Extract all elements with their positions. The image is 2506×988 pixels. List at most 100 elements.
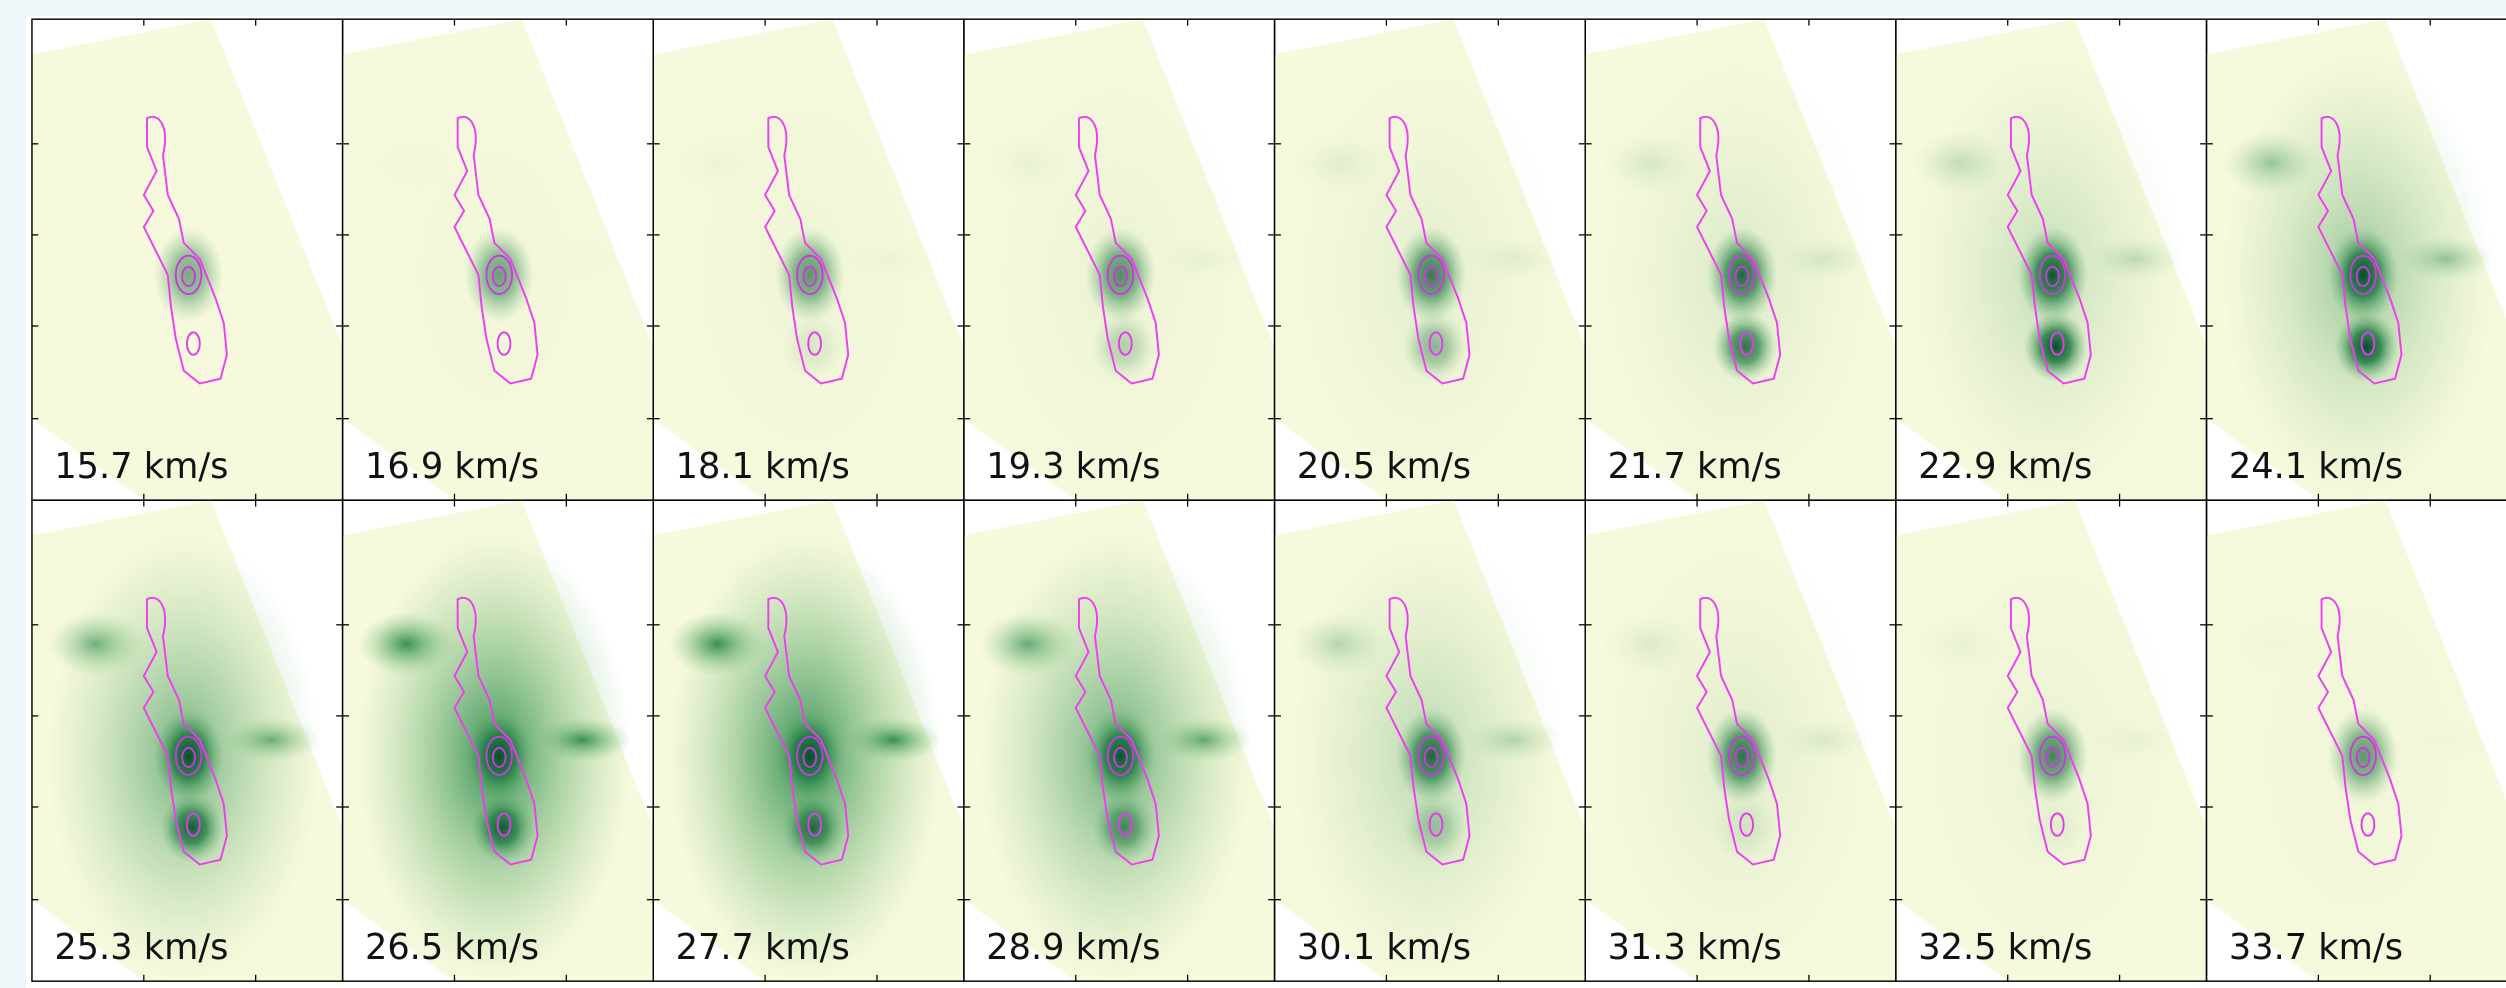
extended-emission <box>2087 717 2184 763</box>
velocity-label: 21.7 km/s <box>1608 446 1782 487</box>
panel-image <box>1274 500 1586 982</box>
contour-outer <box>2317 596 2403 866</box>
emission-south <box>1713 792 1777 863</box>
extended-emission <box>1155 236 1252 282</box>
emission-south <box>1091 311 1156 382</box>
velocity-label: 25.3 km/s <box>54 927 228 968</box>
contour-outer <box>1385 115 1471 385</box>
panel-image <box>653 500 964 982</box>
velocity-label: 16.9 km/s <box>365 446 539 487</box>
velocity-label: 26.5 km/s <box>365 927 539 968</box>
velocity-label: 20.5 km/s <box>1297 446 1471 487</box>
contour-inner <box>2038 735 2067 776</box>
contour-inner <box>2049 812 2065 837</box>
contour-inner <box>1728 735 1756 776</box>
contour-outer <box>142 596 228 866</box>
channel-panel: 25.3 km/s <box>31 499 344 982</box>
emission-core <box>2327 226 2399 323</box>
channel-panel: 24.1 km/s <box>2205 18 2506 501</box>
velocity-label: 18.1 km/s <box>676 446 850 487</box>
velocity-label: 30.1 km/s <box>1297 927 1471 968</box>
panel-image <box>342 500 654 982</box>
panel-image <box>2206 19 2506 501</box>
contour-inner <box>1428 331 1444 356</box>
extended-emission <box>359 131 455 195</box>
contour-inner <box>1113 265 1128 288</box>
panel-image <box>963 500 1275 982</box>
panel-image <box>1585 19 1896 501</box>
channel-panel: 26.5 km/s <box>341 499 654 982</box>
velocity-label: 31.3 km/s <box>1608 927 1782 968</box>
contour-inner <box>1728 254 1756 295</box>
channel-panel: 27.7 km/s <box>652 499 965 982</box>
emission-south <box>2023 792 2088 863</box>
panel-image <box>1274 19 1586 501</box>
contour-inner <box>491 746 507 768</box>
contour-inner <box>2349 735 2377 776</box>
extended-emission <box>669 131 766 195</box>
emission-core <box>464 226 535 323</box>
extended-emission <box>2398 236 2495 282</box>
emission-core <box>2327 707 2399 804</box>
contour-inner <box>485 254 513 295</box>
extended-emission <box>1290 612 1387 676</box>
extended-emission <box>2087 236 2184 282</box>
contour-inner <box>1734 746 1750 768</box>
contour-outer <box>453 596 539 866</box>
contour-inner <box>1106 254 1135 295</box>
extended-emission <box>47 612 144 676</box>
contour-outer <box>2006 596 2092 866</box>
contour-inner <box>1734 265 1750 288</box>
extended-emission <box>223 717 320 763</box>
velocity-label: 19.3 km/s <box>986 446 1160 487</box>
contour-inner <box>1417 735 1445 776</box>
contour-inner <box>1423 265 1439 288</box>
velocity-label: 28.9 km/s <box>986 927 1160 968</box>
extended-emission <box>2222 612 2318 676</box>
extended-emission <box>358 612 455 676</box>
channel-panel: 19.3 km/s <box>963 18 1276 501</box>
channel-panel: 33.7 km/s <box>2205 499 2506 982</box>
contour-inner <box>1423 746 1439 768</box>
velocity-label: 33.7 km/s <box>2229 927 2403 968</box>
panel-image <box>31 19 343 501</box>
contour-inner <box>181 746 196 768</box>
contour-inner <box>186 331 201 356</box>
emission-core <box>153 226 224 323</box>
contour-outer <box>1695 596 1782 866</box>
panel-border <box>2205 499 2506 982</box>
contour-inner <box>174 254 203 295</box>
contour-inner <box>496 812 512 837</box>
channel-panel: 31.3 km/s <box>1584 499 1897 982</box>
contour-inner <box>2038 254 2067 295</box>
contour-inner <box>1428 812 1444 837</box>
extended-emission <box>1290 131 1387 195</box>
emission-core <box>1706 707 1777 804</box>
emission-core <box>1396 226 1467 323</box>
contour-inner <box>802 265 818 288</box>
contour-inner <box>807 812 823 837</box>
contour-outer <box>1074 596 1160 866</box>
extended-emission <box>1911 131 2008 195</box>
contour-outer <box>764 115 850 385</box>
extended-emission <box>669 612 766 676</box>
contour-inner <box>796 735 824 776</box>
velocity-label: 22.9 km/s <box>1918 446 2092 487</box>
contour-outer <box>1385 596 1471 866</box>
channel-panel: 32.5 km/s <box>1895 499 2208 982</box>
channel-panel: 15.7 km/s <box>31 18 344 501</box>
channel-panel: 18.1 km/s <box>652 18 965 501</box>
contour-inner <box>1117 812 1133 837</box>
contour-outer <box>2006 115 2092 385</box>
panel-image <box>1895 19 2207 501</box>
panel-image <box>653 19 964 501</box>
emission-core <box>1085 226 1156 323</box>
panel-image <box>963 19 1275 501</box>
emission-core <box>464 707 535 804</box>
contour-inner <box>186 812 201 837</box>
contour-inner <box>796 254 824 295</box>
contour-inner <box>1739 812 1754 837</box>
channel-panel: 22.9 km/s <box>1895 18 2208 501</box>
contour-outer <box>1074 115 1160 385</box>
channel-panel: 28.9 km/s <box>963 499 1276 982</box>
